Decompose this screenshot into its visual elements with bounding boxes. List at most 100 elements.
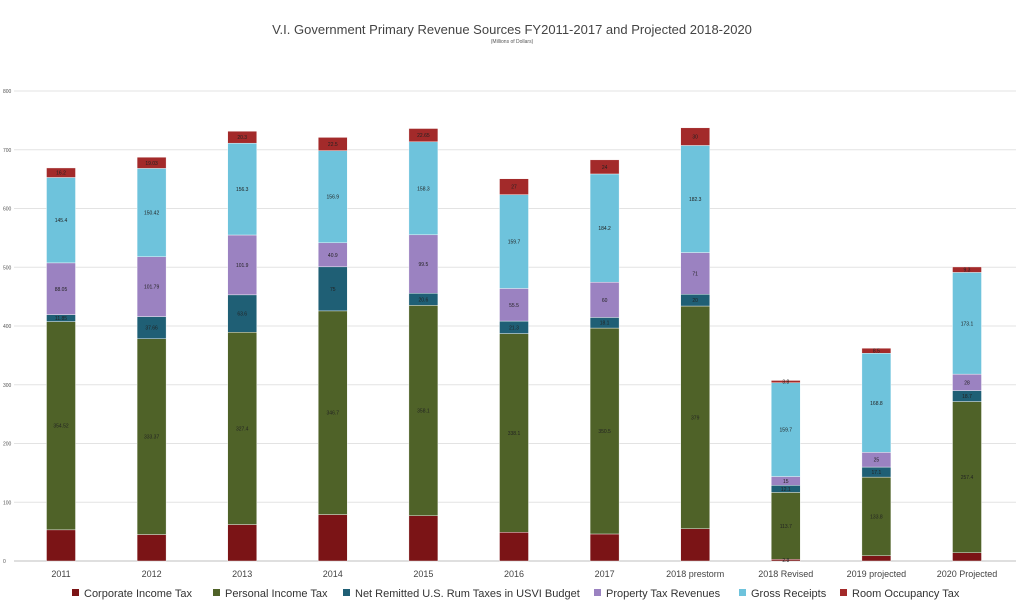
data-label: 71	[692, 271, 698, 277]
bar-segment	[46, 167, 76, 178]
legend-item: Property Tax Revenues	[594, 588, 720, 600]
legend-label: Personal Income Tax	[225, 588, 328, 600]
bar-segment	[408, 515, 439, 562]
bar-segment	[46, 177, 76, 264]
data-label: 327.4	[236, 426, 249, 432]
bar-segment	[408, 128, 439, 143]
bar-segment	[227, 131, 257, 144]
data-label: 25	[874, 458, 880, 464]
bar-segment	[680, 145, 710, 253]
data-label: 19.03	[145, 161, 158, 167]
legend-item: Gross Receipts	[739, 588, 826, 600]
bar-segment	[861, 555, 892, 562]
bar-segment	[589, 173, 620, 283]
data-label: 379	[691, 415, 700, 421]
legend-label: Net Remitted U.S. Rum Taxes in USVI Budg…	[355, 588, 580, 600]
chart-plot: 0 100 200 300 400 500 600 700 800 354.52 11.85 88.…	[3, 89, 1016, 579]
x-tick-label: 2014	[323, 569, 343, 579]
data-label: 354.52	[53, 424, 69, 430]
data-label: 3.8	[782, 380, 789, 386]
legend: Corporate Income Tax Personal Income Tax N…	[0, 588, 1024, 606]
data-label: 24	[602, 165, 608, 171]
data-label: 75	[330, 287, 336, 293]
bar-segment	[318, 137, 348, 151]
bar-segment	[408, 234, 439, 294]
bar-segment	[499, 532, 529, 562]
x-tick-label: 2012	[142, 569, 162, 579]
data-label: 150.42	[144, 211, 160, 217]
bar-segment	[771, 380, 801, 383]
data-label: 16.2	[56, 171, 66, 177]
x-tick-label: 2018 Revised	[758, 569, 813, 579]
bar-segment	[227, 142, 257, 236]
data-label: 28	[964, 380, 970, 386]
bar-segment	[136, 338, 167, 535]
data-label: 20.6	[419, 297, 429, 303]
x-tick-label: 2017	[595, 569, 615, 579]
data-label: 346.7	[327, 411, 340, 417]
bars	[46, 127, 982, 562]
legend-swatch	[739, 589, 746, 596]
y-tick-label: 300	[3, 383, 12, 389]
bar-segment	[589, 281, 620, 318]
chart-subtitle: (Millions of Dollars)	[490, 39, 534, 45]
bar-segment	[318, 242, 348, 268]
bar-segment	[499, 333, 529, 533]
data-label: 20.3	[237, 135, 247, 141]
x-axis-ticks: 2011 2012 2013 2014 2015 2016 2017 2018 prestor…	[51, 569, 997, 579]
x-tick-label: 2013	[232, 569, 252, 579]
bar-segment	[680, 528, 710, 562]
data-label: 99.5	[419, 262, 429, 268]
data-label: 156.9	[327, 195, 340, 201]
legend-item: Room Occupancy Tax	[840, 588, 959, 600]
bar-segment	[136, 157, 167, 169]
data-label: 156.3	[236, 187, 249, 193]
bar-segment	[499, 194, 529, 289]
data-label: 145.4	[55, 218, 68, 224]
bar-segment	[861, 348, 892, 354]
bar-segment	[227, 332, 257, 525]
bar-segment	[318, 266, 348, 312]
data-label: 173.1	[961, 321, 974, 327]
bar-segment	[408, 141, 439, 236]
data-label: 350.5	[598, 429, 611, 435]
data-label: 168.8	[870, 401, 883, 407]
data-label: 133.8	[870, 514, 883, 520]
legend-item: Personal Income Tax	[213, 588, 328, 600]
bar-segment	[499, 288, 529, 322]
data-label: 358.1	[417, 409, 430, 415]
bar-segment	[589, 327, 620, 535]
data-label: 18.7	[962, 394, 972, 400]
bar-segment	[680, 252, 710, 295]
legend-item: Corporate Income Tax	[72, 588, 192, 600]
legend-swatch	[343, 589, 350, 596]
bar-segment	[952, 272, 982, 375]
y-tick-label: 100	[3, 500, 12, 506]
bar-segment	[952, 401, 982, 553]
legend-label: Gross Receipts	[751, 588, 827, 600]
data-label: 101.9	[236, 263, 249, 269]
bar-segment	[318, 514, 348, 562]
data-label: 12.1	[781, 487, 791, 493]
bar-segment	[46, 262, 76, 315]
data-label: 18.1	[600, 321, 610, 327]
data-label: 88.05	[55, 287, 68, 293]
bar-segment	[861, 476, 892, 556]
bar-segment	[680, 305, 710, 529]
legend-swatch	[594, 589, 601, 596]
data-label: 63.6	[237, 312, 247, 318]
legend-label: Property Tax Revenues	[606, 588, 721, 600]
bar-segment	[680, 127, 710, 146]
y-tick-label: 500	[3, 265, 12, 271]
legend-label: Room Occupancy Tax	[852, 588, 960, 600]
x-tick-label: 2015	[413, 569, 433, 579]
data-labels: 354.52 11.85 88.05 145.4 16.2 333.37 37.66 101.…	[53, 133, 973, 564]
data-label: 184.2	[598, 226, 611, 232]
data-label: 20	[692, 298, 698, 304]
bar-segment	[952, 266, 982, 273]
y-axis-ticks: 0 100 200 300 400 500 600 700 800	[3, 89, 12, 565]
bar-segment	[46, 529, 76, 562]
data-label: 9.3	[964, 268, 971, 274]
x-tick-label: 2016	[504, 569, 524, 579]
y-tick-label: 700	[3, 148, 12, 154]
